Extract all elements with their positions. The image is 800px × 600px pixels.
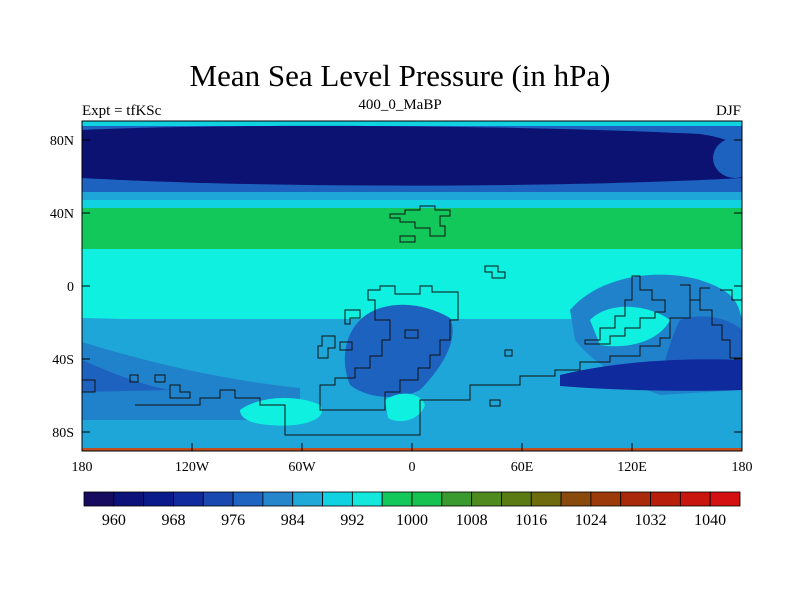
lon-label-60e: 60E: [511, 460, 534, 475]
north-east-low-edge: [713, 138, 742, 178]
north-transition: [82, 192, 742, 200]
colorbar-box: [381, 491, 413, 507]
colorbar-box: [262, 491, 294, 507]
south-west-deeper-low: [82, 360, 170, 392]
pressure-field: [82, 121, 742, 451]
colorbar-label: 1032: [635, 512, 667, 529]
colorbar-box: [113, 491, 145, 507]
east-islet-1: [504, 349, 513, 357]
south-polar-band: [82, 430, 742, 448]
lon-label-180w: 180: [72, 460, 93, 475]
lon-axis: 180 120W 60W 0 60E 120E 180: [72, 443, 753, 475]
colorbar-box: [441, 491, 473, 507]
south-west-low: [82, 342, 300, 420]
colorbar-box: [709, 491, 741, 507]
subtropical-high-band: [82, 208, 742, 249]
colorbar-label: 984: [281, 512, 305, 529]
central-islet-3: [339, 341, 353, 351]
lon-label-0: 0: [409, 460, 416, 475]
lat-label-40n: 40N: [50, 207, 74, 222]
north-continent-outline: [389, 205, 451, 237]
colorbar-box: [590, 491, 622, 507]
colorbar: [83, 491, 741, 507]
colorbar-label: 1024: [575, 512, 607, 529]
central-continent-outline: [319, 285, 459, 411]
colorbar-box: [202, 491, 234, 507]
colorbar-label: 1016: [515, 512, 547, 529]
east-edge-outline: [720, 289, 742, 301]
west-islet-3: [169, 384, 191, 399]
east-deep-low: [560, 359, 742, 391]
colorbar-box: [232, 491, 264, 507]
lat-label-80n: 80N: [50, 134, 74, 149]
colorbar-box: [322, 491, 353, 507]
colorbar-box: [501, 491, 532, 507]
south-continent-low: [344, 304, 453, 397]
lat-label-40s: 40S: [52, 353, 74, 368]
east-islet-2: [489, 399, 501, 407]
colorbar-box: [411, 491, 443, 507]
central-islet-1: [344, 309, 361, 325]
lon-label-120e: 120E: [617, 460, 647, 475]
west-islet-1: [129, 374, 139, 383]
colorbar-labels: 960 968 976 984 992 1000 1008 1016 1024 1032 1040: [102, 512, 726, 529]
colorbar-label: 976: [221, 512, 245, 529]
colorbar-label: 1000: [396, 512, 428, 529]
colorbar-box: [143, 491, 174, 507]
north-deep-low: [82, 125, 742, 186]
colorbar-label: 992: [340, 512, 364, 529]
colorbar-box: [173, 491, 204, 507]
colorbar-label: 1040: [694, 512, 726, 529]
lon-label-60w: 60W: [288, 460, 316, 475]
colorbar-box: [530, 491, 562, 507]
colorbar-box: [471, 491, 502, 507]
south-continent-outline: [135, 287, 710, 436]
central-islet-2: [317, 335, 336, 359]
chart-subtitle: 400_0_MaBP: [358, 97, 442, 113]
experiment-label: Expt = tfKSc: [82, 103, 162, 119]
lat-axis: 80N 40N 0 40S 80S: [50, 134, 742, 441]
west-edge-outline: [82, 379, 96, 393]
colorbar-label: 960: [102, 512, 126, 529]
colorbar-box: [83, 491, 115, 507]
lat-label-80s: 80S: [52, 426, 74, 441]
north-transition-cyan: [82, 200, 742, 208]
west-islet-2: [154, 374, 166, 383]
north-island-outline: [399, 235, 416, 243]
lon-label-180e: 180: [732, 460, 753, 475]
colorbar-box: [650, 491, 681, 507]
polar-edge-north: [82, 121, 742, 126]
season-label: DJF: [715, 103, 741, 119]
coastlines: [82, 205, 742, 436]
colorbar-box: [292, 491, 323, 507]
central-islet-4: [404, 329, 419, 339]
colorbar-box: [351, 491, 383, 507]
lat-label-0: 0: [67, 280, 74, 295]
south-pocket-high-2: [385, 393, 425, 422]
colorbar-box: [620, 491, 651, 507]
chart-title: Mean Sea Level Pressure (in hPa): [189, 58, 611, 93]
east-coast-outline: [680, 284, 742, 359]
east-continent-outline: [584, 275, 666, 345]
small-island-outline: [484, 265, 506, 279]
colorbar-box: [679, 491, 711, 507]
lon-label-120w: 120W: [175, 460, 210, 475]
colorbar-label: 968: [161, 512, 185, 529]
colorbar-box: [560, 491, 592, 507]
colorbar-label: 1008: [456, 512, 488, 529]
